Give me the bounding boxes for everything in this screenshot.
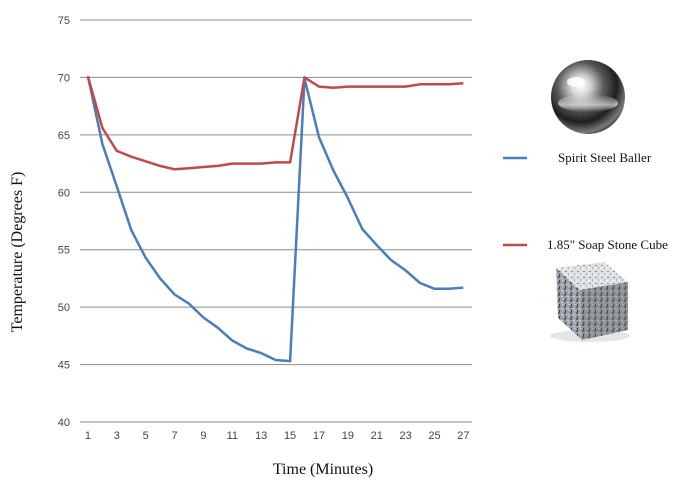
- y-tick-label: 70: [58, 72, 70, 84]
- x-tick-label: 3: [114, 430, 120, 442]
- x-tick-label: 1: [85, 430, 91, 442]
- x-tick-label: 5: [143, 430, 149, 442]
- y-tick-label: 75: [58, 15, 70, 27]
- x-tick-label: 13: [255, 430, 267, 442]
- legend-label-steel: Spirit Steel Baller: [558, 150, 652, 165]
- x-tick-label: 21: [371, 430, 383, 442]
- y-axis-tick-labels: 40 45 50 55 60 65 70 75: [58, 15, 70, 429]
- legend-label-soapstone: 1.85" Soap Stone Cube: [547, 237, 668, 252]
- horizontal-gridlines: [80, 19, 472, 366]
- y-tick-label: 40: [58, 417, 70, 429]
- x-axis-tick-labels: 1 3 5 7 9 11 13 15 17 19 21 23 25 27: [85, 430, 470, 442]
- y-tick-label: 65: [58, 130, 70, 142]
- x-tick-label: 15: [284, 430, 296, 442]
- series-lines: [86, 75, 464, 363]
- y-tick-label: 60: [58, 187, 70, 199]
- x-tick-label: 27: [457, 430, 469, 442]
- series-line-0: [86, 76, 464, 363]
- y-tick-label: 45: [58, 360, 70, 372]
- legend: Spirit Steel Baller 1.85" Soap Stone Cub…: [503, 60, 668, 342]
- soap-stone-cube-image: [550, 262, 630, 342]
- x-tick-label: 9: [200, 430, 206, 442]
- y-axis-title: Temperature (Degrees F): [9, 172, 26, 333]
- y-tick-label: 55: [58, 245, 70, 257]
- x-tick-label: 25: [428, 430, 440, 442]
- x-tick-label: 11: [227, 430, 238, 442]
- series-line-1: [86, 75, 464, 171]
- x-tick-label: 17: [313, 430, 325, 442]
- x-tick-label: 19: [342, 430, 354, 442]
- x-axis-title: Time (Minutes): [273, 461, 373, 478]
- x-tick-label: 7: [172, 430, 178, 442]
- steel-ball-image: [551, 60, 625, 134]
- y-tick-label: 50: [58, 302, 70, 314]
- x-tick-label: 23: [399, 430, 411, 442]
